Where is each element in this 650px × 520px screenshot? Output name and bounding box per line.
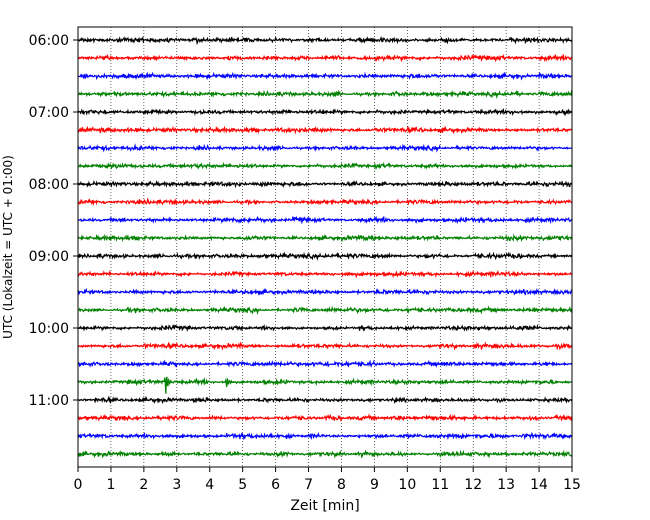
trace-line [77, 341, 573, 351]
y-tick-label: 07:00 [29, 105, 69, 121]
trace-line [77, 161, 573, 171]
seismic-traces [77, 35, 573, 459]
plot-background [78, 27, 572, 467]
trace-line [77, 125, 573, 135]
trace-line [77, 269, 573, 279]
x-tick-label: 11 [431, 477, 449, 493]
x-tick-label: 10 [398, 477, 416, 493]
trace-line [77, 323, 573, 333]
x-axis-ticks: 0 1 2 3 4 5 6 7 8 9 10 11 12 13 14 15 [74, 467, 581, 493]
trace-line [77, 53, 573, 63]
grid-lines [110, 27, 540, 467]
trace-line [77, 431, 573, 441]
trace-line [77, 305, 573, 316]
x-tick-label: 13 [497, 477, 515, 493]
x-tick-label: 0 [74, 477, 83, 493]
trace-line [77, 287, 573, 296]
trace-line [77, 143, 573, 153]
x-axis-label: Zeit [min] [290, 498, 359, 514]
x-tick-label: 7 [304, 477, 313, 493]
trace-line [77, 413, 573, 423]
plot-frame [77, 26, 573, 468]
trace-line [77, 71, 573, 81]
x-tick-label: 3 [172, 477, 181, 493]
trace-line [77, 108, 573, 117]
x-tick-label: 4 [205, 477, 214, 493]
trace-line [77, 215, 573, 225]
y-axis-ticks: 06:00 07:00 08:00 09:00 10:00 11:00 [29, 33, 78, 409]
trace-line [77, 395, 573, 405]
trace-line [77, 449, 573, 459]
x-tick-label: 8 [337, 477, 346, 493]
trace-line [77, 376, 573, 394]
y-tick-label: 09:00 [29, 249, 69, 265]
x-tick-label: 14 [530, 477, 548, 493]
trace-line [77, 359, 573, 368]
trace-line [77, 197, 573, 207]
trace-line [77, 233, 573, 243]
x-tick-label: 5 [238, 477, 247, 493]
x-tick-label: 1 [106, 477, 115, 493]
x-tick-label: 9 [370, 477, 379, 493]
trace-line [77, 35, 573, 46]
x-tick-label: 6 [271, 477, 280, 493]
y-tick-label: 08:00 [29, 177, 69, 193]
trace-line [77, 251, 573, 261]
trace-line [77, 180, 573, 189]
y-tick-label: 06:00 [29, 33, 69, 49]
y-tick-label: 10:00 [29, 321, 69, 337]
y-axis-label: UTC (Lokalzeit = UTC + 01:00) [1, 155, 15, 339]
trace-line [77, 89, 573, 100]
x-tick-label: 12 [464, 477, 482, 493]
y-tick-label: 11:00 [29, 393, 69, 409]
x-tick-label: 2 [139, 477, 148, 493]
x-tick-label: 15 [563, 477, 581, 493]
